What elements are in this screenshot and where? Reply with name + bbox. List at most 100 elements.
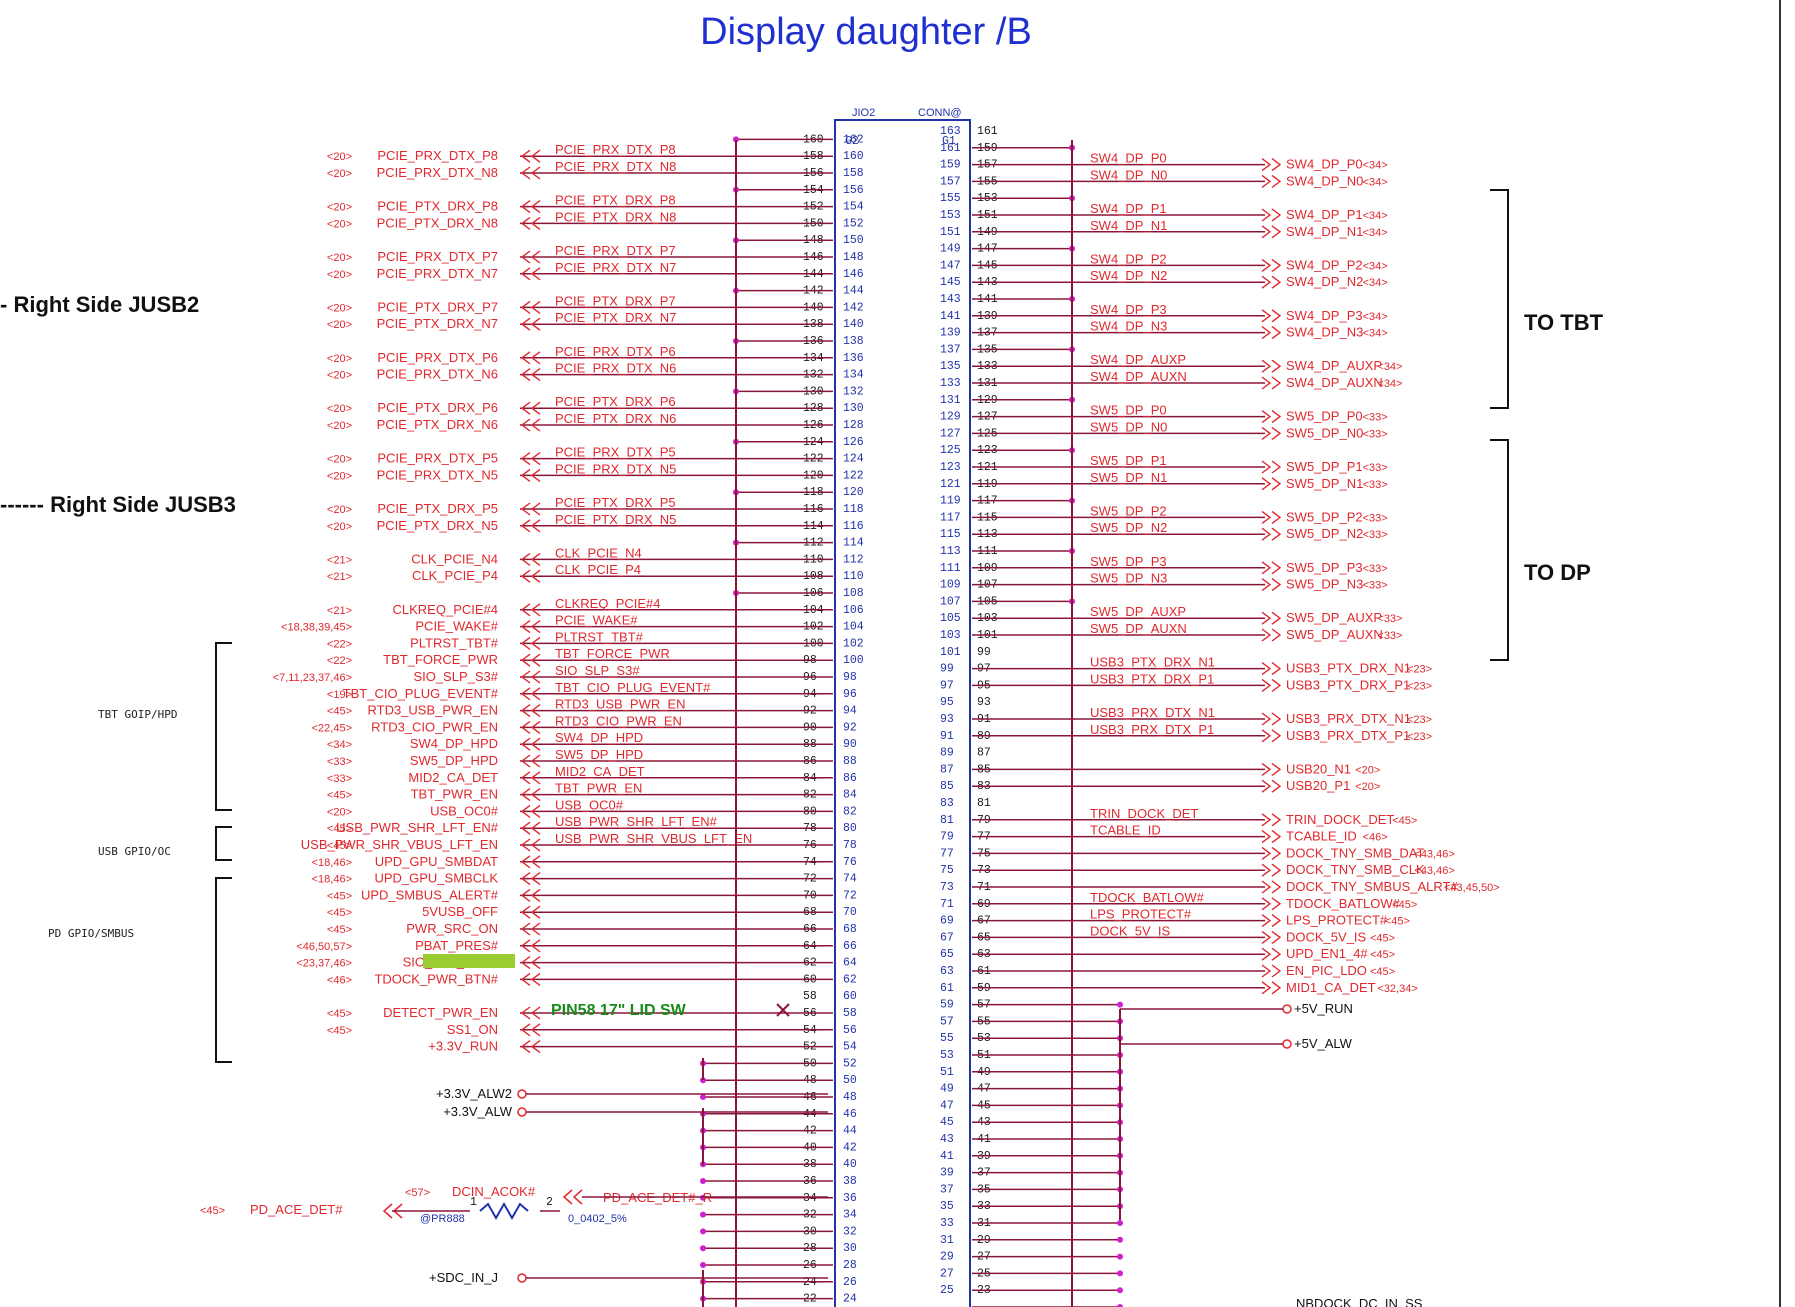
offpage-arrow xyxy=(1261,662,1282,676)
pin-inner-number: 61 xyxy=(940,982,954,995)
pin-inner-number: 133 xyxy=(940,377,961,390)
net-inner-label: SW4_DP_P2 xyxy=(1090,251,1167,266)
power-nbdock: NBDOCK_DC_IN_SS xyxy=(1296,1296,1423,1307)
offpage-arrow xyxy=(520,855,541,869)
net-label: PCIE_PTX_DRX_N5 xyxy=(377,518,498,533)
net-inner-label: SW5_DP_N2 xyxy=(1090,520,1167,535)
pin-inner-number: 90 xyxy=(843,738,857,751)
offpage-arrow xyxy=(1261,158,1282,172)
net-inner-label: PCIE_PRX_DTX_P5 xyxy=(555,445,676,460)
net-label: PWR_SRC_ON xyxy=(406,921,498,936)
net-label: PCIE_PRX_DTX_P7 xyxy=(377,249,498,264)
pin-inner-number: 50 xyxy=(843,1074,857,1087)
offpage-arrow xyxy=(1261,275,1282,289)
net-inner-label: PCIE_PTX_DRX_N5 xyxy=(555,512,676,527)
net-ref: <33> xyxy=(327,756,352,768)
net-inner-label: PCIE_PRX_DTX_N6 xyxy=(555,361,676,376)
offpage-arrow xyxy=(1261,460,1282,474)
offpage-arrow xyxy=(520,737,541,751)
note-lid-sw: PIN58 17" LID SW xyxy=(551,1002,687,1019)
net-inner-label: CLK_PCIE_N4 xyxy=(555,545,642,560)
pin-inner-number: 81 xyxy=(940,814,954,827)
net-label: PCIE_PTX_DRX_P7 xyxy=(377,299,498,314)
junction-dot xyxy=(1117,1253,1123,1260)
net-ref: <20> xyxy=(1355,781,1380,793)
net-inner-label: CLKREQ_PCIE#4 xyxy=(555,596,661,611)
offpage-arrow xyxy=(520,452,541,466)
offpage-arrow xyxy=(520,653,541,667)
net-inner-label: PCIE_PTX_DRX_P7 xyxy=(555,293,676,308)
page-title: Display daughter /B xyxy=(700,11,1032,53)
pin-inner-number: 52 xyxy=(843,1057,857,1070)
net-inner-label: SW4_DP_N3 xyxy=(1090,319,1167,334)
pin-inner-number: 45 xyxy=(940,1116,954,1129)
net-inner-label: CLK_PCIE_P4 xyxy=(555,562,641,577)
net-label: USB3_PRX_DTX_N1 xyxy=(1286,711,1411,726)
pin-inner-number: 46 xyxy=(843,1108,857,1121)
power-3v3-alw2-port xyxy=(517,1089,527,1099)
net-ref: <34> xyxy=(1363,328,1388,340)
net-inner-label: PLTRST_TBT# xyxy=(555,629,644,644)
offpage-arrow xyxy=(520,569,541,583)
net-inner-label: SW4_DP_HPD xyxy=(555,730,643,745)
net-label: DETECT_PWR_EN xyxy=(383,1005,498,1020)
dcin-label: DCIN_ACOK# xyxy=(452,1184,536,1199)
net-label: UPD_SMBUS_ALERT# xyxy=(361,887,499,902)
pin-inner-number: 147 xyxy=(940,259,961,272)
net-label: SIO_SLP_S3# xyxy=(413,669,498,684)
pin-inner-number: 94 xyxy=(843,705,857,718)
net-label: USB3_PRX_DTX_P1 xyxy=(1286,728,1410,743)
pin-inner-number: 26 xyxy=(843,1276,857,1289)
net-inner-label: TRIN_DOCK_DET xyxy=(1090,806,1198,821)
net-label: PCIE_PRX_DTX_P5 xyxy=(377,451,498,466)
offpage-arrow xyxy=(520,687,541,701)
net-inner-label: TDOCK_BATLOW# xyxy=(1090,890,1205,905)
net-label: TBT_FORCE_PWR xyxy=(383,652,498,667)
net-label: SW4_DP_P3 xyxy=(1286,308,1363,323)
offpage-arrow xyxy=(520,149,541,163)
pin-inner-number: 96 xyxy=(843,688,857,701)
dcin-arrow xyxy=(562,1189,583,1205)
pin-inner-number: 100 xyxy=(843,654,864,667)
pin-inner-number: 60 xyxy=(843,990,857,1003)
pin-inner-number: 105 xyxy=(940,612,961,625)
net-inner-label: USB_PWR_SHR_LFT_EN# xyxy=(555,814,718,829)
pin-inner-number: 111 xyxy=(940,562,961,575)
net-ref: <45> xyxy=(1392,815,1417,827)
offpage-arrow xyxy=(1261,880,1282,894)
right-net-labels: SW4_DP_P0 SW4_DP_P0 <34>SW4_DP_N0 SW4_DP_N0… xyxy=(1090,151,1500,995)
junction-dot xyxy=(733,136,739,143)
pin-inner-number: 131 xyxy=(940,394,961,407)
pin-inner-number: 58 xyxy=(843,1007,857,1020)
offpage-arrow xyxy=(520,922,541,936)
offpage-arrow xyxy=(520,216,541,230)
offpage-arrow xyxy=(1261,578,1282,592)
pin-number: 81 xyxy=(977,797,991,810)
net-ref: <20> xyxy=(327,521,352,533)
offpage-arrow xyxy=(1261,326,1282,340)
power-5v-alw-port xyxy=(1282,1039,1292,1049)
net-ref: <45> xyxy=(1370,932,1395,944)
net-ref: <20> xyxy=(327,353,352,365)
net-inner-label: TBT_CIO_PLUG_EVENT# xyxy=(555,680,711,695)
pin-inner-number: 83 xyxy=(940,797,954,810)
net-label: PCIE_PRX_DTX_N6 xyxy=(377,367,498,382)
net-ref: <33> xyxy=(1363,428,1388,440)
offpage-arrow xyxy=(1261,611,1282,625)
net-ref: <20> xyxy=(327,504,352,516)
pin-inner-number: 160 xyxy=(843,150,864,163)
offpage-arrow xyxy=(520,317,541,331)
net-ref: <32,34> xyxy=(1377,983,1417,995)
net-label: PLTRST_TBT# xyxy=(410,635,499,650)
junction-dot xyxy=(1117,1220,1123,1226)
offpage-arrow xyxy=(520,972,541,986)
offpage-arrow xyxy=(1261,376,1282,390)
pin-inner-number: 77 xyxy=(940,847,954,860)
pin-inner-number: 118 xyxy=(843,503,864,516)
bracket-pd-gpio xyxy=(215,877,232,1063)
pin-inner-number: 56 xyxy=(843,1024,857,1037)
offpage-arrow xyxy=(1261,947,1282,961)
net-ref: <34> xyxy=(1363,210,1388,222)
note-jusb2: - Right Side JUSB2 xyxy=(0,292,199,317)
